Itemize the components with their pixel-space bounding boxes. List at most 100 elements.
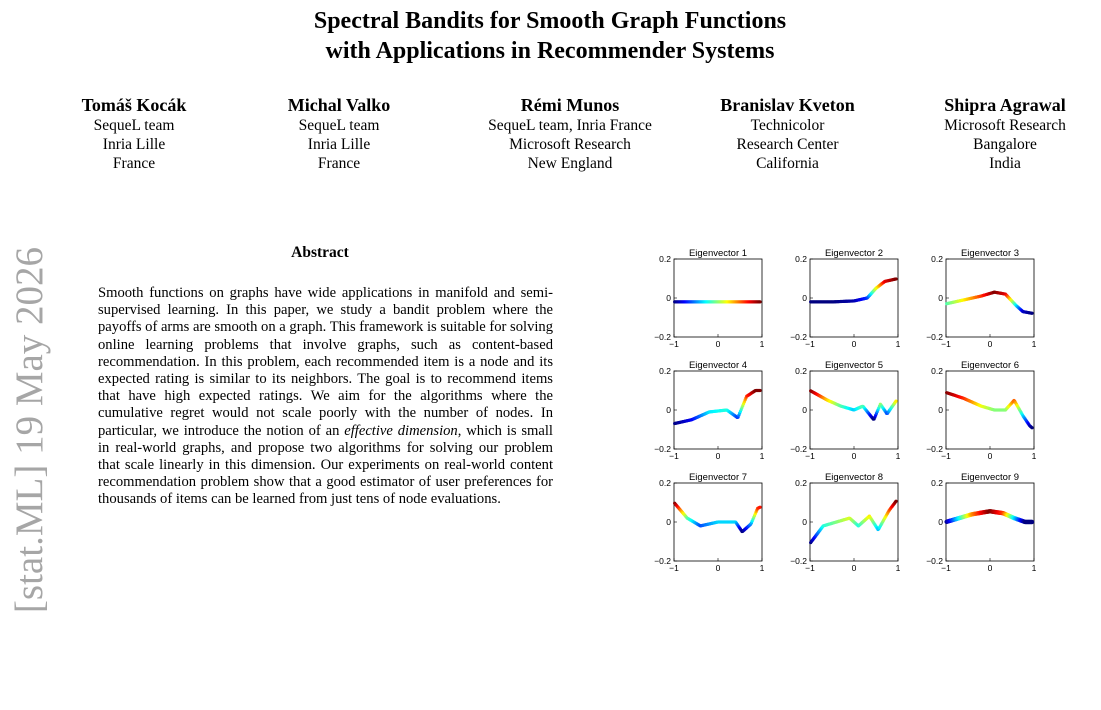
author-affiliation: New England xyxy=(527,155,613,172)
author-affiliation: Microsoft Research xyxy=(509,136,631,153)
x-tick-label: 1 xyxy=(896,563,901,573)
abstract-heading: Abstract xyxy=(291,244,349,261)
y-tick-label: −0.2 xyxy=(654,444,671,454)
eigenvector-panel: Eigenvector 6 0.2 0 −0.2−1 0 1 xyxy=(926,360,1036,461)
data-point xyxy=(894,499,898,503)
author-affiliation: SequeL team xyxy=(93,117,175,134)
y-tick-label: −0.2 xyxy=(926,556,943,566)
panel-title: Eigenvector 5 xyxy=(825,360,883,371)
x-tick-label: 1 xyxy=(1032,451,1037,461)
x-tick-label: −1 xyxy=(669,339,679,349)
y-tick-label: 0.2 xyxy=(931,366,943,376)
author-affiliation: France xyxy=(317,155,361,172)
panel-title: Eigenvector 3 xyxy=(961,248,1019,259)
author-affiliation: Inria Lille xyxy=(307,136,371,153)
author-name: Branislav Kveton xyxy=(720,95,855,115)
y-tick-label: 0 xyxy=(666,405,671,415)
x-tick-label: 1 xyxy=(760,339,765,349)
y-tick-label: 0.2 xyxy=(659,478,671,488)
author-name: Shipra Agrawal xyxy=(944,95,1066,115)
x-tick-label: 0 xyxy=(716,563,721,573)
data-point xyxy=(758,300,762,304)
x-tick-label: 1 xyxy=(896,339,901,349)
y-tick-label: 0 xyxy=(938,517,943,527)
author-name: Rémi Munos xyxy=(520,95,620,115)
paper-title-line-2: with Applications in Recommender Systems xyxy=(325,38,775,64)
x-tick-label: −1 xyxy=(805,339,815,349)
y-tick-label: 0.2 xyxy=(659,366,671,376)
x-tick-label: 0 xyxy=(852,451,857,461)
abstract-text: , which is small in real-world graphs, a… xyxy=(98,422,553,508)
author-affiliation: Inria Lille xyxy=(102,136,166,153)
data-point xyxy=(1030,426,1034,430)
eigenvector-panel: Eigenvector 3 0.2 0 −0.2−1 0 1 xyxy=(926,248,1036,349)
author-affiliation: Research Center xyxy=(736,136,839,153)
x-tick-label: 0 xyxy=(988,451,993,461)
author-block: Rémi Munos SequeL team, Inria France Mic… xyxy=(470,94,670,173)
y-tick-label: 0 xyxy=(802,517,807,527)
y-tick-label: 0 xyxy=(938,405,943,415)
y-tick-label: 0.2 xyxy=(795,366,807,376)
panel-title: Eigenvector 2 xyxy=(825,248,883,259)
y-tick-label: 0 xyxy=(666,293,671,303)
x-tick-label: 0 xyxy=(988,563,993,573)
y-tick-label: 0.2 xyxy=(931,254,943,264)
author-name: Michal Valko xyxy=(287,95,391,115)
x-tick-label: −1 xyxy=(805,563,815,573)
x-tick-label: 1 xyxy=(760,451,765,461)
y-tick-label: −0.2 xyxy=(790,556,807,566)
eigenvector-panel: Eigenvector 8 0.2 0 −0.2−1 0 1 xyxy=(790,472,900,573)
x-tick-label: 0 xyxy=(716,451,721,461)
y-tick-label: 0.2 xyxy=(795,478,807,488)
data-point xyxy=(758,505,762,509)
x-tick-label: −1 xyxy=(669,451,679,461)
abstract-body: Smooth functions on graphs have wide app… xyxy=(98,285,553,509)
x-tick-label: 0 xyxy=(852,563,857,573)
panel-title: Eigenvector 1 xyxy=(689,248,747,259)
eigenvector-panel: Eigenvector 2 0.2 0 −0.2−1 0 1 xyxy=(790,248,900,349)
eigenvector-panel: Eigenvector 7 0.2 0 −0.2−1 0 1 xyxy=(654,472,764,573)
author-block: Branislav Kveton Technicolor Research Ce… xyxy=(700,94,875,173)
x-tick-label: 0 xyxy=(988,339,993,349)
eigenvector-panel: Eigenvector 5 0.2 0 −0.2−1 0 1 xyxy=(790,360,900,461)
x-tick-label: −1 xyxy=(941,339,951,349)
abstract-text: Smooth functions on graphs have wide app… xyxy=(98,285,554,439)
panel-title: Eigenvector 8 xyxy=(825,472,883,483)
author-affiliation: California xyxy=(756,155,819,172)
x-tick-label: −1 xyxy=(805,451,815,461)
panel-axes-box xyxy=(945,258,1035,338)
panel-axes-box xyxy=(809,258,899,338)
x-tick-label: 1 xyxy=(1032,563,1037,573)
x-tick-label: −1 xyxy=(941,451,951,461)
data-point xyxy=(894,399,898,403)
x-tick-label: 0 xyxy=(852,339,857,349)
x-tick-label: 1 xyxy=(760,563,765,573)
y-tick-label: 0 xyxy=(802,405,807,415)
data-point xyxy=(1030,311,1034,315)
y-tick-label: 0 xyxy=(666,517,671,527)
y-tick-label: 0.2 xyxy=(795,254,807,264)
y-tick-label: −0.2 xyxy=(790,444,807,454)
author-affiliation: India xyxy=(989,155,1021,172)
y-tick-label: 0.2 xyxy=(659,254,671,264)
y-tick-label: 0 xyxy=(802,293,807,303)
author-affiliation: Bangalore xyxy=(973,136,1037,153)
author-block: Michal Valko SequeL team Inria Lille Fra… xyxy=(264,94,414,173)
data-point xyxy=(758,388,762,393)
author-affiliation: Microsoft Research xyxy=(944,117,1066,134)
eigenvector-panel: Eigenvector 1 0.2 0 −0.2−1 0 1 xyxy=(654,248,764,349)
y-tick-label: 0 xyxy=(938,293,943,303)
author-affiliation: Technicolor xyxy=(750,117,825,134)
paper-title-line-1: Spectral Bandits for Smooth Graph Functi… xyxy=(313,8,787,34)
panel-title: Eigenvector 7 xyxy=(689,472,747,483)
author-affiliation: France xyxy=(112,155,156,172)
author-affiliation: SequeL team xyxy=(298,117,380,134)
author-affiliation: SequeL team, Inria France xyxy=(488,117,652,134)
y-tick-label: −0.2 xyxy=(654,556,671,566)
x-tick-label: −1 xyxy=(669,563,679,573)
author-block: Shipra Agrawal Microsoft Research Bangal… xyxy=(915,94,1095,173)
panel-title: Eigenvector 9 xyxy=(961,472,1019,483)
y-tick-label: −0.2 xyxy=(790,332,807,342)
arxiv-identifier: [stat.ML] 19 May 2026 xyxy=(8,246,51,614)
